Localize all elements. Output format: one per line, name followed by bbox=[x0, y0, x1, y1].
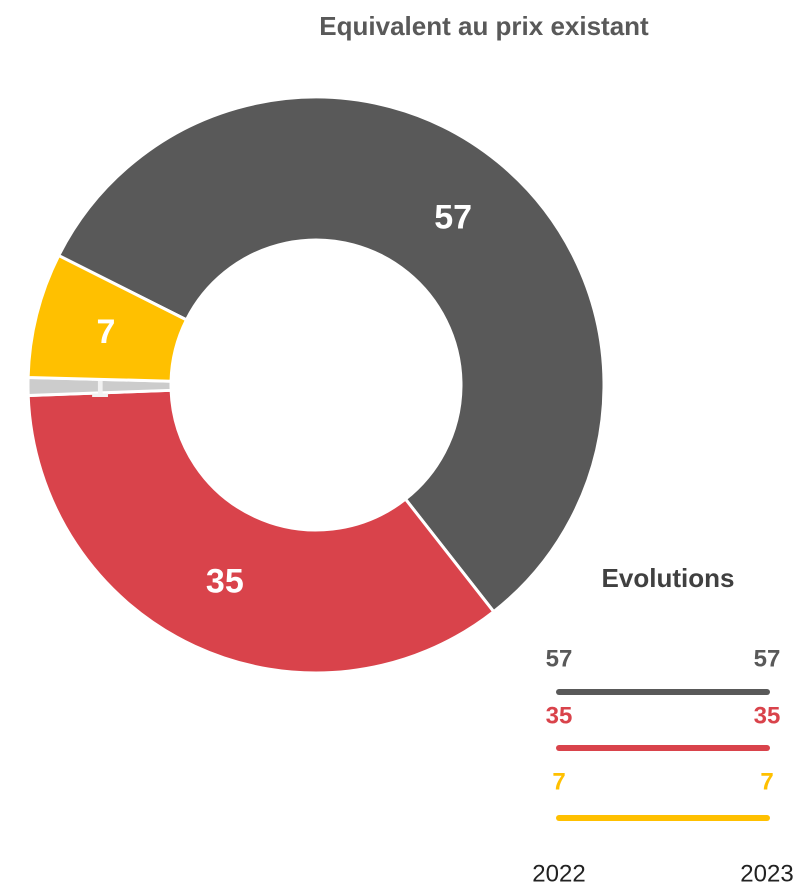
x-tick-label: 2022 bbox=[532, 860, 585, 887]
value-label: 7 bbox=[760, 768, 773, 795]
data-label: 35 bbox=[206, 562, 244, 600]
value-label: 7 bbox=[552, 768, 565, 795]
value-label: 57 bbox=[546, 645, 573, 672]
data-label: 7 bbox=[97, 313, 116, 351]
value-label: 35 bbox=[754, 702, 781, 729]
value-label: 57 bbox=[754, 645, 781, 672]
x-tick-label: 2023 bbox=[740, 860, 793, 887]
value-label: 35 bbox=[546, 702, 573, 729]
evolutions-title: Evolutions bbox=[602, 563, 735, 593]
chart-title: Equivalent au prix existant bbox=[319, 11, 649, 41]
data-label: 57 bbox=[434, 198, 472, 236]
donut-slice bbox=[26, 253, 189, 383]
donut-slice bbox=[26, 388, 496, 675]
donut-slice bbox=[56, 95, 606, 614]
